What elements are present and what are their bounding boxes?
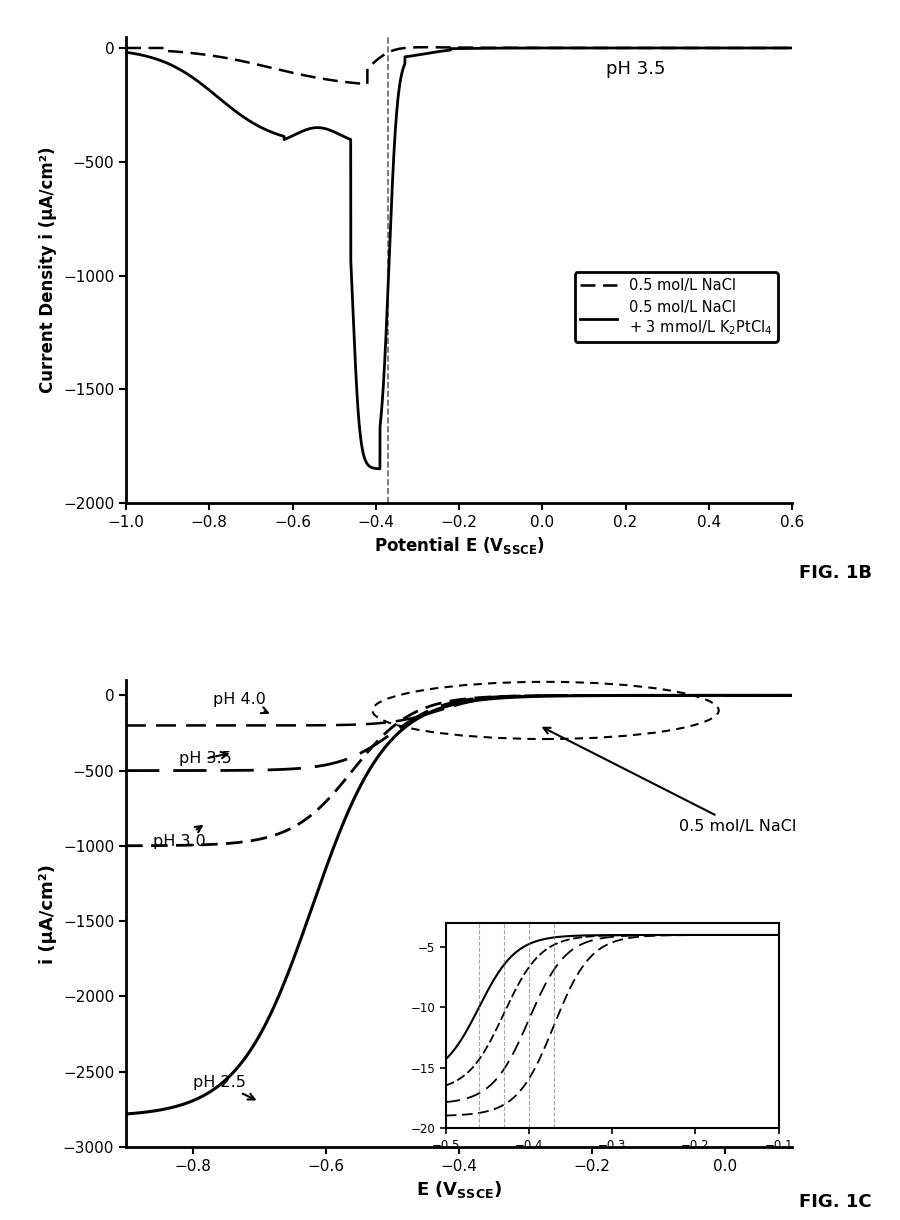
Text: pH 4.0: pH 4.0 [212,693,268,714]
Text: FIG. 1C: FIG. 1C [799,1193,872,1211]
Y-axis label: i (μA/cm²): i (μA/cm²) [40,864,58,964]
X-axis label: Potential E (V$_\mathbf{SSCE}$): Potential E (V$_\mathbf{SSCE}$) [374,536,544,556]
Text: pH 3.5: pH 3.5 [179,752,232,766]
Y-axis label: Current Density i (μA/cm²): Current Density i (μA/cm²) [40,146,58,393]
Legend: 0.5 mol/L NaCl, 0.5 mol/L NaCl
+ 3 mmol/L K$_2$PtCl$_4$: 0.5 mol/L NaCl, 0.5 mol/L NaCl + 3 mmol/… [574,272,778,343]
X-axis label: E (V$_\mathbf{SSCE}$): E (V$_\mathbf{SSCE}$) [416,1180,502,1200]
Text: pH 3.5: pH 3.5 [606,60,665,78]
Text: FIG. 1B: FIG. 1B [799,564,872,582]
Text: pH 3.0: pH 3.0 [153,826,205,849]
Text: 0.5 mol/L NaCl: 0.5 mol/L NaCl [544,728,796,833]
Text: pH 2.5: pH 2.5 [193,1075,255,1099]
